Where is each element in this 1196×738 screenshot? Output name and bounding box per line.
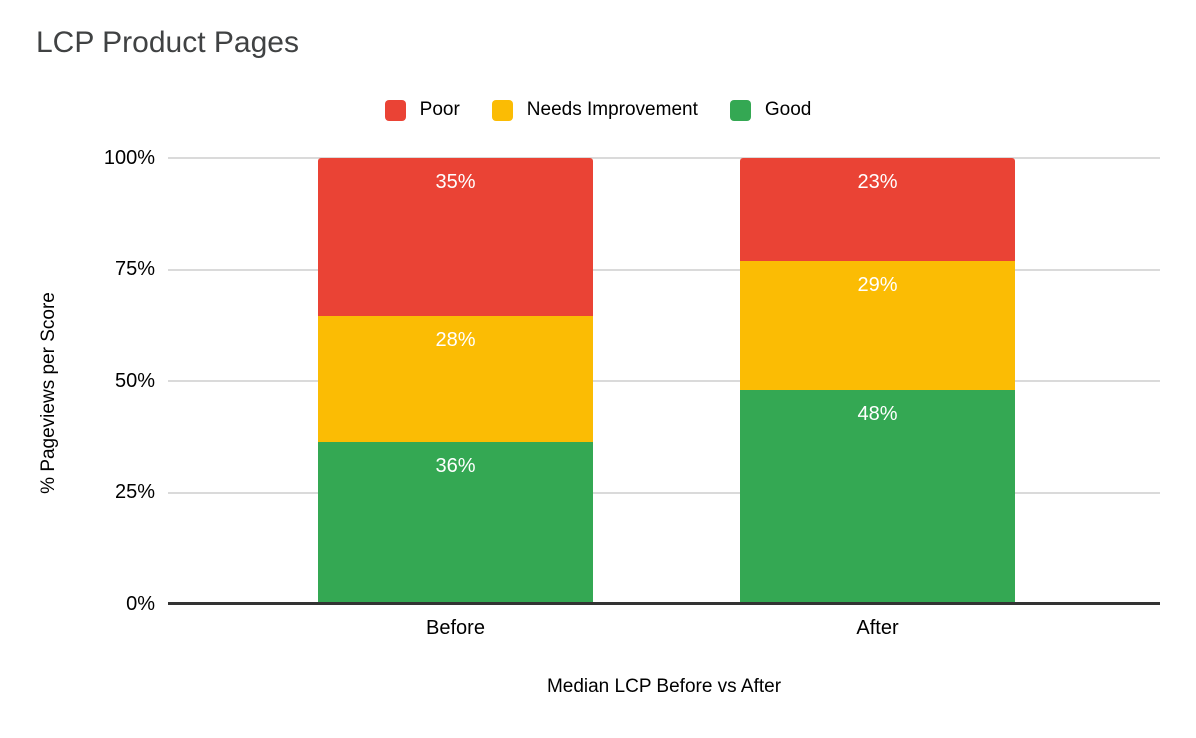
x-axis-line [168,602,1160,605]
legend-label-needs-improvement: Needs Improvement [526,99,698,120]
legend-swatch-good [729,99,751,121]
data-label: 23% [857,171,898,193]
legend-item-poor: Poor [384,99,460,121]
bar-segment-needs-improvement: 29% [740,260,1015,390]
legend-swatch-needs-improvement [491,99,513,121]
data-label: 36% [435,454,476,477]
data-label: 28% [435,328,476,351]
y-tick-50: 50% [114,370,155,392]
gridline-25 [168,491,1160,494]
legend-item-needs-improvement: Needs Improvement [491,99,698,121]
legend-swatch-poor [384,99,406,121]
y-tick-25: 25% [114,481,155,503]
x-axis-title: Median LCP Before vs After [546,676,782,697]
y-axis-title: % Pageviews per Score [38,292,59,494]
x-category-label-before: Before [426,617,485,639]
data-label: 48% [857,402,898,425]
chart-title: LCP Product Pages [36,26,299,59]
stacked-bar-after: 23% 29% 48% [740,158,1015,604]
x-category-label-after: After [856,617,899,639]
bar-segment-good: 36% [318,441,593,604]
legend-label-good: Good [764,99,812,120]
data-label: 29% [857,273,898,296]
y-tick-0: 0% [126,593,155,615]
plot-area: 35% 28% 36% 23% 29% 48% [168,157,1160,605]
legend-item-good: Good [729,99,812,121]
gridline-50 [168,380,1160,382]
legend: Poor Needs Improvement Good [0,96,1196,124]
data-label: 35% [435,171,476,193]
bar-segment-poor: 35% [318,158,593,316]
bar-segment-good: 48% [740,389,1015,604]
bar-segment-needs-improvement: 28% [318,315,593,442]
gridline-100 [168,157,1160,159]
y-tick-75: 75% [114,258,155,280]
legend-label-poor: Poor [419,99,460,120]
gridline-75 [168,268,1160,271]
bar-segment-poor: 23% [740,158,1015,261]
y-tick-100: 100% [103,147,155,169]
stacked-bar-before: 35% 28% 36% [318,158,593,604]
